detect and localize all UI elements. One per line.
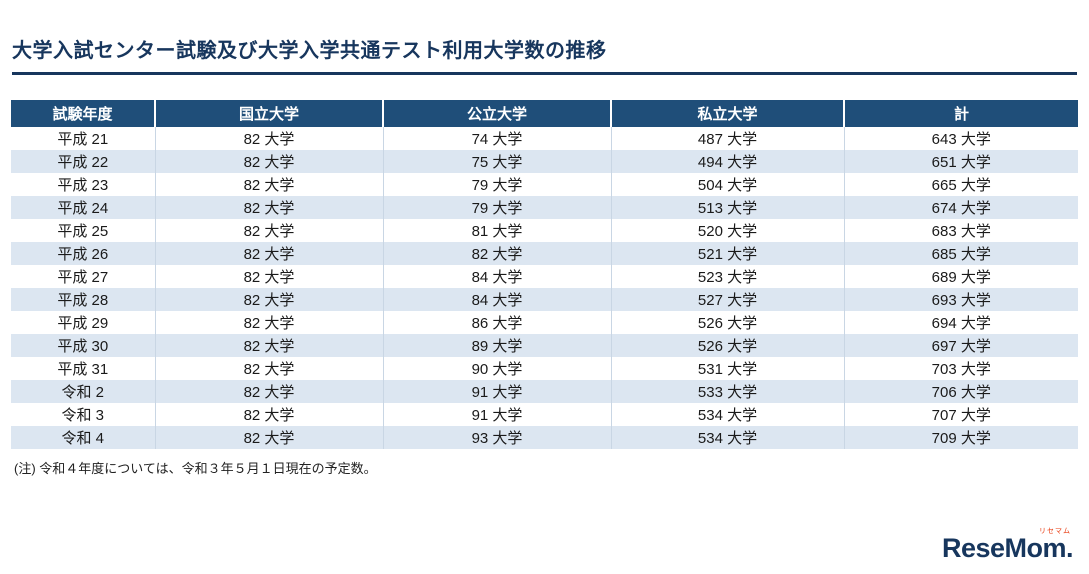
value-cell: 91 大学 bbox=[382, 380, 611, 403]
year-cell: 平成 31 bbox=[57, 361, 109, 378]
value-cell: 82 大学 bbox=[154, 334, 383, 357]
value-cell: 683 大学 bbox=[843, 219, 1078, 242]
value-cell: 487 大学 bbox=[610, 127, 844, 150]
value-cell: 91 大学 bbox=[382, 403, 611, 426]
value-cell: 520 大学 bbox=[610, 219, 844, 242]
value-cell: 82 大学 bbox=[154, 173, 383, 196]
value-cell: 531 大学 bbox=[610, 357, 844, 380]
year-cell: 平成 22 bbox=[57, 154, 109, 171]
year-cell: 平成 30 bbox=[57, 338, 109, 355]
value-cell: 86 大学 bbox=[382, 311, 611, 334]
year-cell: 令和 4 bbox=[61, 430, 104, 447]
header-cell: 公立大学 bbox=[382, 100, 611, 127]
value-cell: 527 大学 bbox=[610, 288, 844, 311]
value-cell: 523 大学 bbox=[610, 265, 844, 288]
year-cell: 平成 27 bbox=[57, 269, 109, 286]
value-cell: 534 大学 bbox=[610, 426, 844, 449]
value-cell: 685 大学 bbox=[843, 242, 1078, 265]
value-cell: 82 大学 bbox=[154, 426, 383, 449]
table-row: 平成 29 82 大学 86 大学 526 大学 694 大学 bbox=[11, 311, 1078, 334]
value-cell: 533 大学 bbox=[610, 380, 844, 403]
value-cell: 82 大学 bbox=[154, 311, 383, 334]
universities-table: 試験年度 国立大学 公立大学 私立大学計 平成 21 82 大学 74 大学 487 大学 6… bbox=[11, 100, 1078, 449]
value-cell: 79 大学 bbox=[382, 196, 611, 219]
value-cell: 513 大学 bbox=[610, 196, 844, 219]
value-cell: 82 大学 bbox=[154, 357, 383, 380]
table-row: 平成 23 82 大学 79 大学 504 大学 665 大学 bbox=[11, 173, 1078, 196]
year-cell: 平成 28 bbox=[57, 292, 109, 309]
header-cell: 国立大学 bbox=[154, 100, 383, 127]
value-cell: 674 大学 bbox=[843, 196, 1078, 219]
table-row: 令和 4 82 大学 93 大学 534 大学 709 大学 bbox=[11, 426, 1078, 449]
value-cell: 82 大学 bbox=[154, 288, 383, 311]
year-cell: 平成 23 bbox=[57, 177, 109, 194]
value-cell: 89 大学 bbox=[382, 334, 611, 357]
table-row: 平成 26 82 大学 82 大学 521 大学 685 大学 bbox=[11, 242, 1078, 265]
year-cell: 平成 26 bbox=[57, 246, 109, 263]
table-row: 平成 30 82 大学 89 大学 526 大学 697 大学 bbox=[11, 334, 1078, 357]
value-cell: 526 大学 bbox=[610, 311, 844, 334]
table-row: 平成 31 82 大学 90 大学 531 大学 703 大学 bbox=[11, 357, 1078, 380]
resemom-logo: リセマム ReseMom. bbox=[941, 528, 1074, 563]
header-cell: 計 bbox=[843, 100, 1078, 127]
value-cell: 697 大学 bbox=[843, 334, 1078, 357]
value-cell: 643 大学 bbox=[843, 127, 1078, 150]
resemom-logo-ruby: リセマム bbox=[1039, 528, 1071, 535]
table-row: 平成 25 82 大学 81 大学 520 大学 683 大学 bbox=[11, 219, 1078, 242]
value-cell: 693 大学 bbox=[843, 288, 1078, 311]
year-cell: 平成 21 bbox=[57, 131, 109, 148]
value-cell: 75 大学 bbox=[382, 150, 611, 173]
value-cell: 82 大学 bbox=[154, 242, 383, 265]
year-cell: 平成 25 bbox=[57, 223, 109, 240]
value-cell: 82 大学 bbox=[154, 380, 383, 403]
value-cell: 526 大学 bbox=[610, 334, 844, 357]
value-cell: 82 大学 bbox=[154, 265, 383, 288]
value-cell: 651 大学 bbox=[843, 150, 1078, 173]
value-cell: 494 大学 bbox=[610, 150, 844, 173]
value-cell: 703 大学 bbox=[843, 357, 1078, 380]
value-cell: 84 大学 bbox=[382, 288, 611, 311]
resemom-logo-text: ReseMom. bbox=[941, 533, 1074, 563]
value-cell: 82 大学 bbox=[154, 219, 383, 242]
year-cell: 平成 29 bbox=[57, 315, 109, 332]
table-row: 令和 2 82 大学 91 大学 533 大学 706 大学 bbox=[11, 380, 1078, 403]
header-cell: 私立大学 bbox=[610, 100, 844, 127]
header-cell: 試験年度 bbox=[11, 100, 155, 127]
value-cell: 694 大学 bbox=[843, 311, 1078, 334]
table-row: 平成 22 82 大学 75 大学 494 大学 651 大学 bbox=[11, 150, 1078, 173]
year-cell: 令和 3 bbox=[61, 407, 104, 424]
value-cell: 706 大学 bbox=[843, 380, 1078, 403]
table-header-row: 試験年度 国立大学 公立大学 私立大学計 bbox=[11, 100, 1078, 127]
value-cell: 689 大学 bbox=[843, 265, 1078, 288]
value-cell: 82 大学 bbox=[154, 127, 383, 150]
value-cell: 79 大学 bbox=[382, 173, 611, 196]
value-cell: 504 大学 bbox=[610, 173, 844, 196]
value-cell: 82 大学 bbox=[154, 150, 383, 173]
value-cell: 82 大学 bbox=[154, 196, 383, 219]
table-row: 平成 27 82 大学 84 大学 523 大学 689 大学 bbox=[11, 265, 1078, 288]
year-cell: 令和 2 bbox=[61, 384, 104, 401]
year-cell: 平成 24 bbox=[57, 200, 109, 217]
table-row: 平成 21 82 大学 74 大学 487 大学 643 大学 bbox=[11, 127, 1078, 150]
value-cell: 665 大学 bbox=[843, 173, 1078, 196]
value-cell: 709 大学 bbox=[843, 426, 1078, 449]
value-cell: 84 大学 bbox=[382, 265, 611, 288]
value-cell: 90 大学 bbox=[382, 357, 611, 380]
value-cell: 534 大学 bbox=[610, 403, 844, 426]
value-cell: 82 大学 bbox=[382, 242, 611, 265]
table-row: 令和 3 82 大学 91 大学 534 大学 707 大学 bbox=[11, 403, 1078, 426]
value-cell: 521 大学 bbox=[610, 242, 844, 265]
value-cell: 81 大学 bbox=[382, 219, 611, 242]
table-row: 平成 24 82 大学 79 大学 513 大学 674 大学 bbox=[11, 196, 1078, 219]
value-cell: 93 大学 bbox=[382, 426, 611, 449]
page-title: 大学入試センター試験及び大学入学共通テスト利用大学数の推移 bbox=[12, 34, 1077, 75]
value-cell: 74 大学 bbox=[382, 127, 611, 150]
value-cell: 707 大学 bbox=[843, 403, 1078, 426]
value-cell: 82 大学 bbox=[154, 403, 383, 426]
table-row: 平成 28 82 大学 84 大学 527 大学 693 大学 bbox=[11, 288, 1078, 311]
note-text: (注) 令和４年度については、令和３年５月１日現在の予定数。 bbox=[14, 461, 377, 476]
